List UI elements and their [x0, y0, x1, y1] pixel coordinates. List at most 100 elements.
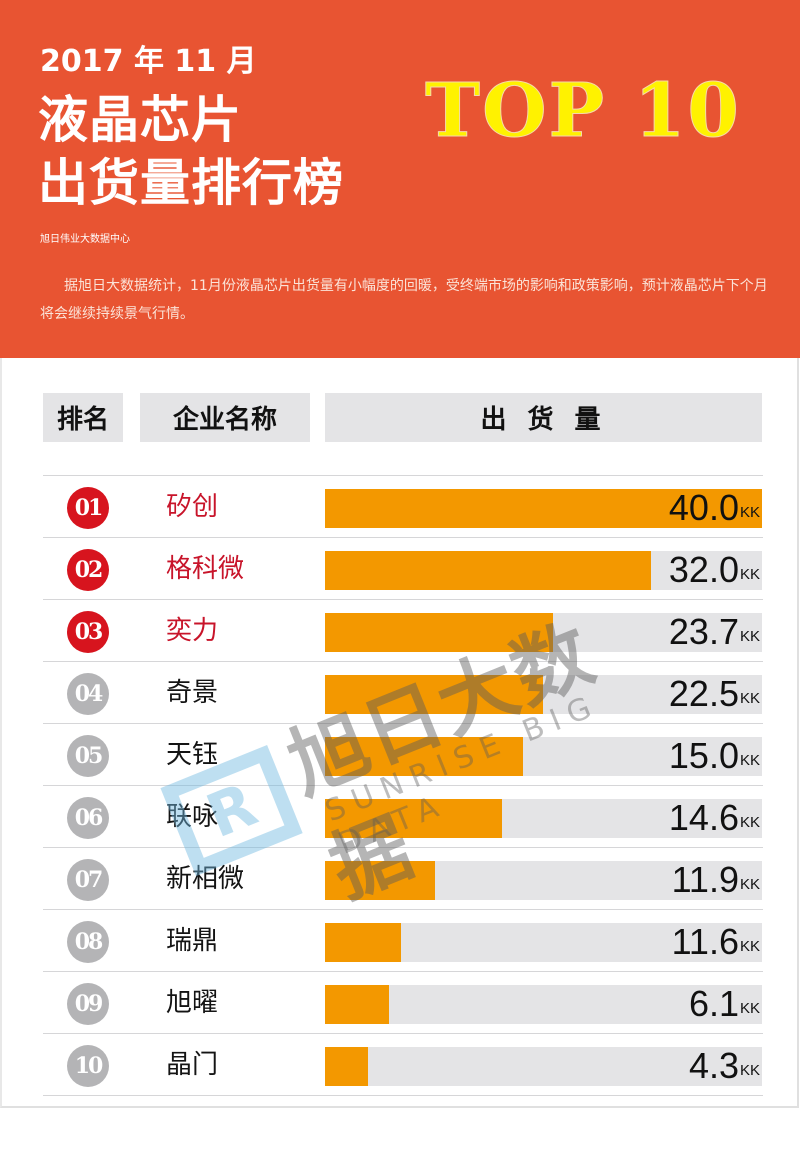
ranking-row: 09 旭曜 6.1 KK: [0, 972, 800, 1034]
rank-badge: 03: [67, 611, 109, 653]
ranking-row: 04 奇景 22.5 KK: [0, 662, 800, 724]
company-name: 奇景: [166, 678, 219, 708]
value-unit: KK: [739, 1000, 760, 1017]
rank-badge: 01: [67, 487, 109, 529]
bar-fill: [325, 985, 389, 1024]
title-line-2: 出货量排行榜: [38, 154, 344, 212]
company-name: 矽创: [166, 492, 219, 522]
bar-value: 6.1 KK: [688, 983, 760, 1024]
row-separator: [43, 971, 763, 972]
value-unit: KK: [739, 752, 760, 769]
rank-badge: 04: [67, 673, 109, 715]
bar-fill: [325, 1047, 368, 1086]
description: 据旭日大数据统计，11月份液晶芯片出货量有小幅度的回暖，受终端市场的影响和政策影…: [40, 278, 768, 322]
bar-fill: [325, 799, 502, 838]
value-unit: KK: [739, 690, 760, 707]
bar-value: 4.3 KK: [688, 1045, 760, 1086]
rank-badge: 05: [67, 735, 109, 777]
ranking-card: [0, 358, 799, 1108]
rank-badge: 02: [67, 549, 109, 591]
value-number: 11.6: [671, 921, 739, 962]
bar-fill: [325, 613, 554, 652]
ranking-row: 10 晶门 4.3 KK: [0, 1034, 800, 1096]
value-unit: KK: [739, 938, 760, 955]
rank-badge: 07: [67, 859, 109, 901]
ranking-row: 08 瑞鼎 11.6 KK: [0, 910, 800, 972]
row-separator: [43, 785, 763, 786]
value-number: 6.1: [688, 983, 739, 1024]
value-number: 32.0: [668, 549, 739, 590]
row-separator: [43, 599, 763, 600]
column-header-company: 企业名称: [140, 393, 310, 442]
company-name: 格科微: [166, 554, 245, 584]
bar-track: 14.6 KK: [325, 797, 762, 838]
value-unit: KK: [739, 628, 760, 645]
bar-fill: [325, 737, 523, 776]
value-number: 22.5: [668, 673, 739, 714]
row-separator: [43, 475, 763, 476]
ranking-row: 06 联咏 14.6 KK: [0, 786, 800, 848]
company-name: 奕力: [166, 616, 219, 646]
value-unit: KK: [739, 876, 760, 893]
bar-value: 15.0 KK: [668, 735, 760, 776]
bar-track: 6.1 KK: [325, 983, 762, 1024]
bar-value: 11.9 KK: [671, 859, 760, 900]
bar-fill: [325, 923, 402, 962]
bar-value: 32.0 KK: [668, 549, 760, 590]
header-banner: 2017 年 11 月 液晶芯片 出货量排行榜 TOP 10 旭日伟业大数据中心…: [0, 0, 800, 358]
value-unit: KK: [739, 566, 760, 583]
source-label: 旭日伟业大数据中心: [40, 234, 130, 245]
bar-track: 32.0 KK: [325, 549, 762, 590]
bar-value: 23.7 KK: [668, 611, 760, 652]
bar-fill: [325, 675, 544, 714]
bar-fill: [325, 551, 651, 590]
value-number: 40.0: [668, 487, 739, 528]
bar-track: 15.0 KK: [325, 735, 762, 776]
bar-track: 40.0 KK: [325, 487, 762, 528]
value-number: 11.9: [671, 859, 739, 900]
rank-badge: 08: [67, 921, 109, 963]
value-unit: KK: [739, 814, 760, 831]
row-separator: [43, 537, 763, 538]
ranking-row: 05 天钰 15.0 KK: [0, 724, 800, 786]
bar-value: 11.6 KK: [671, 921, 760, 962]
bar-value: 14.6 KK: [668, 797, 760, 838]
company-name: 晶门: [166, 1050, 219, 1080]
row-separator: [43, 723, 763, 724]
rank-badge: 09: [67, 983, 109, 1025]
value-number: 15.0: [668, 735, 739, 776]
company-name: 旭曜: [166, 988, 219, 1018]
bar-track: 4.3 KK: [325, 1045, 762, 1086]
row-separator: [43, 909, 763, 910]
row-separator: [43, 847, 763, 848]
value-number: 23.7: [668, 611, 739, 652]
row-separator: [43, 1095, 763, 1096]
bar-track: 23.7 KK: [325, 611, 762, 652]
column-header-volume: 出 货 量: [325, 393, 762, 442]
year-month: 2017 年 11 月: [40, 44, 257, 79]
ranking-row: 03 奕力 23.7 KK: [0, 600, 800, 662]
company-name: 联咏: [166, 802, 219, 832]
value-unit: KK: [739, 504, 760, 521]
bar-value: 22.5 KK: [668, 673, 760, 714]
bar-fill: [325, 861, 436, 900]
ranking-row: 07 新相微 11.9 KK: [0, 848, 800, 910]
rank-badge: 06: [67, 797, 109, 839]
row-separator: [43, 1033, 763, 1034]
row-separator: [43, 661, 763, 662]
value-number: 4.3: [688, 1045, 739, 1086]
bar-value: 40.0 KK: [668, 487, 760, 528]
value-number: 14.6: [668, 797, 739, 838]
company-name: 新相微: [166, 864, 245, 894]
column-header-rank: 排名: [43, 393, 123, 442]
ranking-row: 01 矽创 40.0 KK: [0, 476, 800, 538]
bar-track: 11.6 KK: [325, 921, 762, 962]
bar-fill: [325, 489, 762, 528]
top10-label: TOP 10: [425, 68, 741, 155]
value-unit: KK: [739, 1062, 760, 1079]
rank-badge: 10: [67, 1045, 109, 1087]
ranking-row: 02 格科微 32.0 KK: [0, 538, 800, 600]
company-name: 天钰: [166, 740, 219, 770]
bar-track: 22.5 KK: [325, 673, 762, 714]
company-name: 瑞鼎: [166, 926, 219, 956]
